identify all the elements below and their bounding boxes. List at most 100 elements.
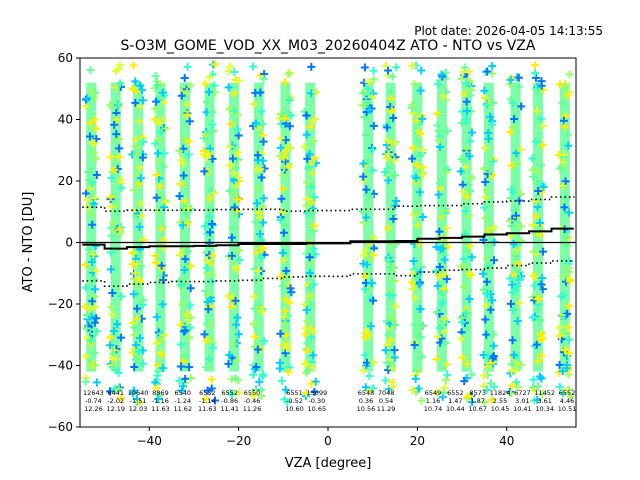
scatter-point: [156, 182, 165, 191]
scatter-point: [106, 152, 115, 161]
scatter-point: [284, 162, 293, 171]
scatter-point: [480, 371, 489, 380]
scatter-point: [386, 262, 395, 271]
scatter-point: [413, 221, 422, 230]
scatter-point: [207, 320, 216, 329]
scatter-point: [233, 195, 242, 204]
bin-std-label: 11.62: [173, 405, 192, 413]
scatter-point: [479, 351, 488, 360]
bin-count-label: 6548: [358, 389, 375, 397]
scatter-band: [510, 82, 521, 372]
scatter-point: [443, 360, 452, 369]
scatter-point: [227, 251, 236, 260]
scatter-point: [254, 267, 263, 276]
scatter-point: [384, 176, 393, 185]
scatter-point: [90, 329, 99, 338]
scatter-point: [307, 198, 316, 207]
scatter-point: [481, 315, 490, 324]
scatter-point: [490, 382, 499, 391]
scatter-point: [387, 94, 396, 103]
scatter-point: [283, 108, 292, 117]
scatter-point: [302, 111, 311, 120]
scatter-point: [489, 223, 498, 232]
scatter-point: [564, 323, 573, 332]
scatter-point: [108, 289, 117, 298]
scatter-point: [418, 163, 427, 172]
scatter-point: [368, 166, 377, 175]
bin-std-label: 10.67: [468, 405, 487, 413]
bin-mean-label: -2.02: [107, 397, 124, 405]
y-axis-label: ATO - NTO [DU]: [21, 192, 36, 293]
scatter-point: [228, 154, 237, 163]
scatter-point: [231, 296, 240, 305]
scatter-point: [467, 271, 476, 280]
scatter-point: [415, 120, 424, 129]
scatter-point: [388, 72, 397, 81]
scatter-point: [307, 379, 316, 388]
scatter-point: [482, 301, 491, 310]
scatter-point: [209, 343, 218, 352]
scatter-point: [254, 183, 263, 192]
scatter-point: [532, 340, 541, 349]
scatter-point: [484, 134, 493, 143]
scatter-point: [253, 199, 262, 208]
scatter-point: [384, 256, 393, 265]
scatter-point: [487, 69, 496, 78]
scatter-point: [480, 86, 489, 95]
bin-std-label: 10.60: [285, 405, 304, 413]
scatter-point: [225, 142, 234, 151]
scatter-point: [152, 193, 161, 202]
scatter-point: [207, 204, 216, 213]
scatter-point: [383, 123, 392, 132]
scatter-point: [81, 260, 90, 269]
scatter-point: [257, 253, 266, 262]
scatter-point: [139, 296, 148, 305]
scatter-point: [115, 135, 124, 144]
scatter-point: [133, 304, 142, 313]
scatter-point: [442, 168, 451, 177]
scatter-point: [362, 358, 371, 367]
scatter-point: [538, 273, 547, 282]
scatter-point: [255, 301, 264, 310]
scatter-point: [309, 244, 318, 253]
scatter-point: [466, 186, 475, 195]
scatter-point: [460, 377, 469, 386]
scatter-point: [488, 296, 497, 305]
scatter-point: [233, 313, 242, 322]
scatter-point: [177, 386, 186, 395]
scatter-point: [176, 340, 185, 349]
scatter-point: [109, 327, 118, 336]
scatter-point: [137, 211, 146, 220]
scatter-point: [117, 394, 126, 403]
scatter-point: [417, 322, 426, 331]
scatter-point: [459, 282, 468, 291]
scatter-point: [151, 251, 160, 260]
scatter-point: [227, 233, 236, 242]
scatter-point: [389, 316, 398, 325]
scatter-point: [410, 172, 419, 181]
scatter-point: [566, 392, 575, 401]
scatter-point: [531, 61, 540, 70]
scatter-point: [203, 386, 212, 395]
scatter-point: [112, 109, 121, 118]
scatter-point: [151, 378, 160, 387]
scatter-point: [153, 371, 162, 380]
scatter-point: [281, 331, 290, 340]
scatter-point: [259, 370, 268, 379]
scatter-point: [153, 81, 162, 90]
bin-std-label: 11.26: [243, 405, 262, 413]
scatter-point: [442, 275, 451, 284]
scatter-point: [234, 110, 243, 119]
scatter-point: [180, 73, 189, 82]
scatter-point: [202, 363, 211, 372]
lower-std-line: [82, 260, 574, 287]
scatter-point: [559, 271, 568, 280]
scatter-point: [279, 184, 288, 193]
scatter-point: [462, 114, 471, 123]
scatter-point: [555, 151, 564, 160]
scatter-point: [114, 100, 123, 109]
scatter-point: [89, 148, 98, 157]
scatter-point: [230, 177, 239, 186]
scatter-point: [462, 97, 471, 106]
scatter-point: [483, 67, 492, 76]
